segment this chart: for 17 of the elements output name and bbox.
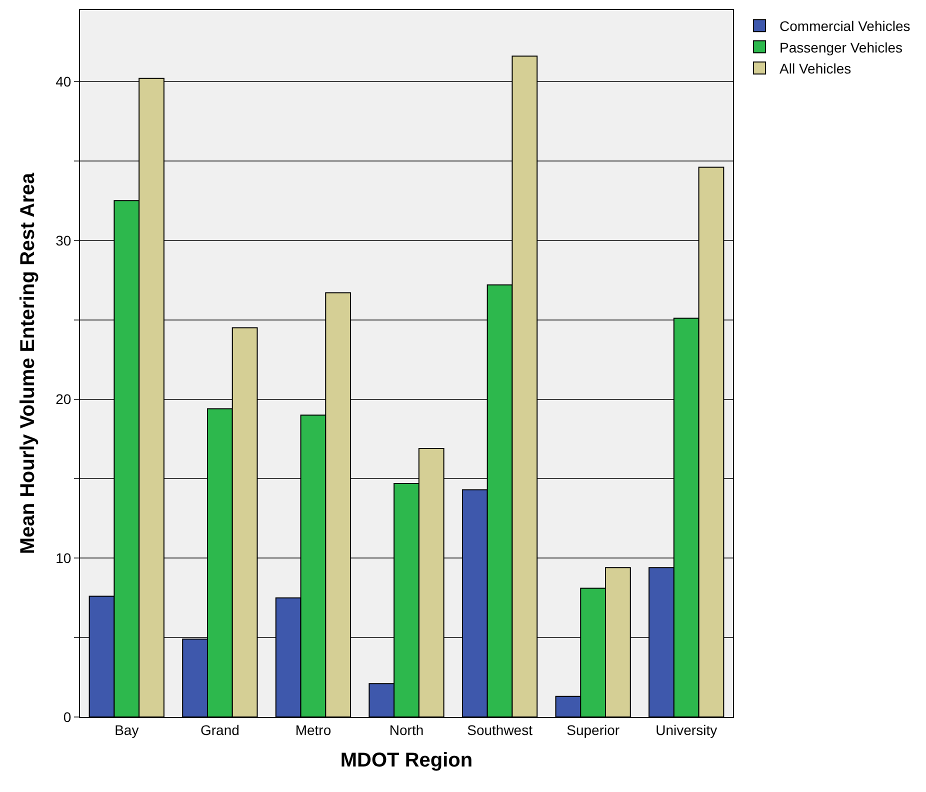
x-tick-label: Bay: [114, 722, 139, 738]
x-tick-label: Grand: [200, 722, 240, 738]
x-tick-label: North: [389, 722, 424, 738]
x-tick-label: Southwest: [467, 722, 533, 738]
y-tick-label: 20: [56, 391, 72, 408]
y-tick-label: 30: [56, 232, 72, 248]
y-tick-label: 10: [56, 550, 72, 566]
legend-label: Commercial Vehicles: [780, 18, 910, 34]
y-tick-label: 0: [63, 708, 72, 725]
legend-label: All Vehicles: [780, 60, 852, 76]
x-axis-title: MDOT Region: [340, 749, 473, 772]
y-axis-title: Mean Hourly Volume Entering Rest Area: [17, 172, 40, 554]
x-tick-label: Metro: [295, 722, 332, 738]
x-tick-label: University: [656, 722, 718, 738]
y-tick-label: 40: [56, 73, 72, 90]
legend-label: Passenger Vehicles: [780, 39, 902, 56]
x-tick-label: Superior: [566, 722, 620, 738]
